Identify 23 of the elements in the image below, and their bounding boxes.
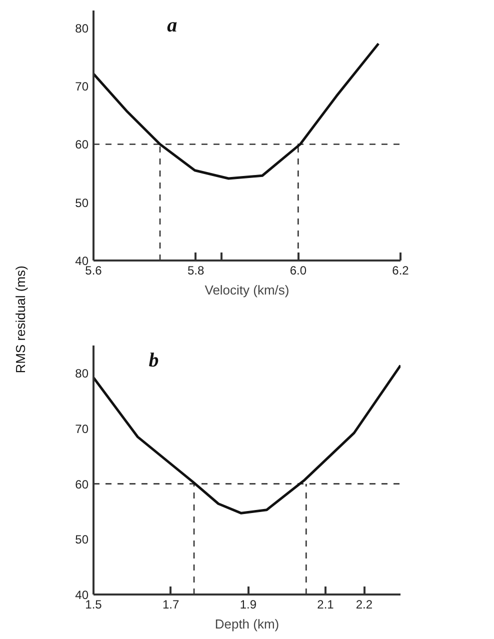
x-tick-label: 6.2 [392, 264, 410, 278]
y-tick-label: 70 [75, 80, 89, 94]
annotation: b [148, 350, 159, 372]
y-tick-label: 60 [75, 477, 89, 492]
x-tick-label: 1.9 [240, 598, 257, 612]
y-tick-label: 80 [75, 366, 89, 381]
y-tick-label: 60 [75, 138, 89, 152]
line-series [94, 42, 380, 180]
x-tick-label: 6.0 [290, 264, 307, 278]
x-tick-label: 2.2 [356, 598, 373, 612]
x-axis-title: Velocity (km/s) [204, 282, 290, 298]
x-tick-label: 5.6 [85, 264, 102, 278]
y-axis-title: RMS residual (ms) [13, 266, 28, 374]
x-tick-label: 1.5 [85, 598, 102, 612]
x-tick-label: 5.8 [187, 264, 204, 278]
x-tick-label: 1.7 [162, 598, 180, 612]
y-tick-label: 50 [75, 532, 89, 547]
y-tick-label: 80 [75, 21, 89, 36]
x-tick-label: 2.1 [317, 598, 334, 612]
annotation: a [167, 14, 178, 36]
y-tick-label: 70 [75, 422, 89, 436]
x-axis-title: Depth (km) [214, 616, 280, 632]
y-tick-label: 50 [75, 196, 89, 210]
